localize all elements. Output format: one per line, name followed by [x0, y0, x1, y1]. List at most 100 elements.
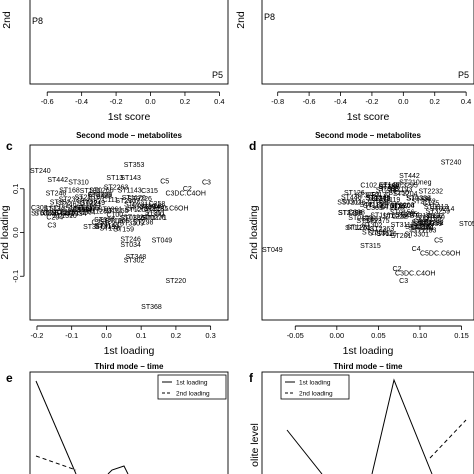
cluster-mark: ST1224	[123, 215, 148, 222]
cluster-mark: ST1281	[347, 224, 372, 231]
cluster-mark: ST305	[367, 200, 388, 207]
cluster-mark: ST156	[378, 184, 399, 191]
cluster-mark: C211	[413, 218, 429, 225]
point-label: ST13	[106, 175, 123, 182]
cluster-mark: C294	[46, 215, 63, 222]
cluster-mark: ST168	[59, 188, 80, 195]
x-tick-label-b: 0.0	[398, 97, 408, 106]
cluster-mark: ST250	[388, 190, 409, 197]
point-label: ST143	[120, 175, 141, 182]
cluster-mark: ST0158	[348, 215, 373, 222]
cluster-mark: ST0365	[31, 211, 56, 218]
legend-box	[280, 374, 350, 400]
point-label: C5DC.C6OH	[148, 206, 188, 213]
point-label: ST248	[46, 190, 67, 197]
point-label: ST248	[376, 187, 397, 194]
cluster-mark: ST0221	[77, 200, 102, 207]
cluster-mark: C175	[423, 200, 440, 207]
cluster-mark: ST1183	[412, 227, 436, 234]
x-tick-label-a: 0.2	[180, 97, 190, 106]
legend-label: 2nd loading	[176, 391, 210, 398]
cluster-mark: ST3226	[127, 196, 152, 203]
cluster-mark: C119	[384, 197, 400, 204]
cluster-mark: ST146	[56, 201, 77, 208]
cluster-mark: ST3139	[94, 224, 119, 231]
point-label: ST240	[441, 160, 462, 167]
cluster-mark: ST298	[133, 219, 154, 226]
y-axis-label-b: 2nd	[235, 11, 247, 29]
cluster-mark: ST2375	[365, 218, 390, 225]
cluster-mark: ST3206	[74, 205, 99, 212]
legend-box	[157, 374, 227, 400]
point-label: C2	[393, 266, 402, 273]
series-2nd-loading	[35, 455, 77, 471]
series-1st-loading-tail	[107, 465, 129, 474]
point-label: ST310	[68, 179, 89, 186]
chart-title-f: Third mode – time	[334, 362, 403, 371]
cluster-mark: ST2151	[75, 195, 100, 202]
cluster-mark: ST0313	[424, 204, 449, 211]
cluster-mark: ST0200	[390, 203, 415, 210]
plot-frame-c	[29, 144, 229, 321]
point-label: ST049	[262, 247, 283, 254]
cluster-mark: ST350	[378, 183, 399, 190]
legend-label: 1st loading	[176, 380, 208, 387]
x-axis-label-c: 1st loading	[104, 345, 155, 357]
cluster-mark: ST1143	[118, 187, 142, 194]
cluster-mark: ST0302	[337, 199, 362, 206]
point-label: ST348	[126, 254, 147, 261]
x-axis-label-d: 1st loading	[343, 345, 394, 357]
series-1st-loading	[286, 429, 323, 474]
plot-frame-f	[261, 371, 474, 474]
cluster-mark: ST140	[379, 182, 400, 189]
x-tick-label-b: -0.8	[271, 97, 284, 106]
cluster-mark: ST0261	[98, 207, 123, 214]
cluster-mark: C100	[106, 212, 123, 219]
cluster-mark: ST2179	[51, 209, 76, 216]
cluster-mark: ST275	[127, 206, 148, 213]
cluster-mark: ST2252	[411, 198, 436, 205]
cluster-mark: ST0386	[406, 195, 431, 202]
plot-frame-e	[29, 371, 229, 474]
cluster-mark: ST2286	[419, 220, 444, 227]
x-tick-label-c: 0.1	[136, 331, 146, 340]
y-tick-label-c: -0.1	[11, 270, 20, 283]
cluster-mark: C390	[147, 212, 164, 219]
x-tick-label-b: 0.4	[461, 97, 471, 106]
cluster-mark: ST0214	[430, 206, 455, 213]
cluster-mark: ST2309	[418, 221, 443, 228]
cluster-mark: ST2398	[338, 210, 363, 217]
cluster-mark: ST3306	[338, 210, 363, 217]
cluster-mark: ST357	[83, 224, 104, 231]
y-tick-label-c: 0.0	[11, 227, 20, 237]
cluster-mark: C111	[102, 197, 118, 204]
x-tick-label-d: 0.15	[454, 331, 469, 340]
point-label: ST060	[424, 214, 445, 221]
cluster-mark: ST0374	[395, 212, 420, 219]
cluster-mark: ST2355	[362, 229, 387, 236]
cluster-mark: ST0231	[124, 202, 149, 209]
point-label: C3	[399, 278, 408, 285]
cluster-mark: ST1204	[393, 191, 418, 198]
cluster-mark: C365	[366, 205, 383, 212]
point-label: ST448	[341, 195, 362, 202]
cluster-mark: C358	[149, 201, 166, 208]
cluster-mark: ST3189	[410, 213, 435, 220]
point-label: ST302	[362, 222, 383, 229]
cluster-mark: ST2305	[98, 218, 123, 225]
cluster-mark: ST145	[356, 218, 377, 225]
panel-e: e Third mode – time 1st loading 2nd loading	[6, 362, 229, 474]
cluster-mark: ST0155	[104, 208, 129, 215]
x-tick-label-c: 0.0	[101, 331, 111, 340]
y-axis-label-d: 2nd loading	[248, 205, 260, 259]
y-tick-label-c: 0.1	[11, 184, 20, 194]
cluster-mark: C192	[427, 213, 444, 220]
panel-c: c Second mode – metabolites ST134 C251 ST027…	[0, 131, 229, 357]
panel-letter-e: e	[6, 371, 13, 385]
point-label: ST159	[113, 227, 134, 234]
cluster-mark: ST1334	[407, 196, 432, 203]
panel-a: -0.6 -0.4 -0.2 0.0 0.2 0.4 1st score 2nd P8 P5	[1, 0, 229, 123]
plot-frame-a	[29, 0, 229, 85]
point-label: C5DC.C6OH	[420, 250, 460, 257]
cluster-mark: ST1334	[62, 211, 87, 218]
